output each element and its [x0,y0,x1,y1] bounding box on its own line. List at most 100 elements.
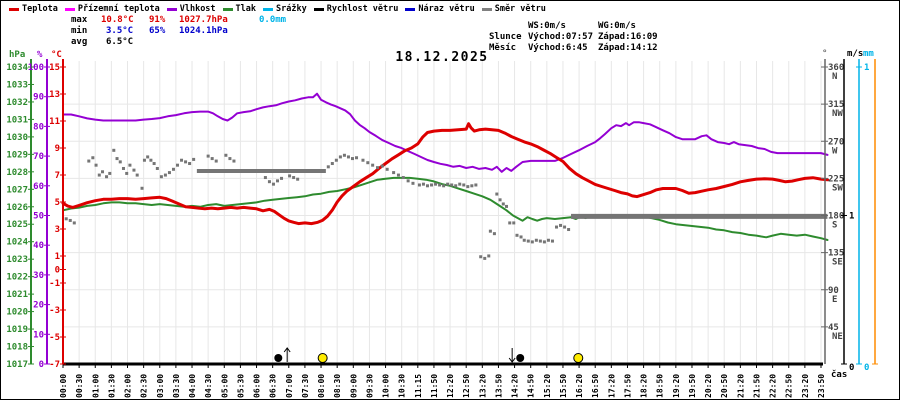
grid [63,61,822,364]
svg-text:19:20: 19:20 [672,374,681,398]
svg-text:06:30: 06:30 [269,374,278,398]
svg-text:360: 360 [828,63,844,73]
legend-color-dash [313,7,324,11]
svg-text:08:00: 08:00 [317,374,326,398]
svg-text:-7: -7 [49,360,60,370]
svg-text:18:20: 18:20 [640,374,649,398]
svg-text:12:20: 12:20 [446,374,455,398]
svg-text:-5: -5 [49,333,60,343]
stat-avg-label: avg [71,37,88,47]
svg-text:1: 1 [849,212,854,222]
svg-text:270: 270 [828,137,844,147]
svg-text:0: 0 [39,360,44,370]
svg-text:čas: čas [831,369,847,380]
svg-text:10: 10 [33,330,44,340]
series-temperature [61,122,829,226]
sun-rise-icon [317,353,328,363]
wind-speed-current: WS:0m/s [528,21,566,31]
svg-text:100: 100 [28,63,44,73]
svg-text:1: 1 [864,63,869,73]
svg-text:NW: NW [832,109,843,119]
svg-text:17:20: 17:20 [607,374,616,398]
svg-text:23:50: 23:50 [817,374,826,398]
legend-item-7: Směr větru [481,4,546,14]
svg-text:60: 60 [33,182,44,192]
svg-text:mm: mm [863,49,874,59]
svg-text:22:20: 22:20 [769,374,778,398]
svg-text:1019: 1019 [6,325,28,335]
svg-text:40: 40 [33,241,44,251]
legend-color-dash [166,7,177,11]
svg-text:1033: 1033 [6,80,28,90]
svg-text:1: 1 [55,252,60,262]
svg-text:1030: 1030 [6,133,28,143]
stat-avg-temperature: 6.5°C [106,37,134,47]
svg-text:03:30: 03:30 [172,374,181,398]
stat-max-pressure: 1027.7hPa [179,15,228,25]
svg-text:135: 135 [828,249,844,259]
svg-text:90: 90 [828,286,839,296]
svg-text:15:20: 15:20 [543,374,552,398]
svg-text:1029: 1029 [6,150,28,160]
svg-text:22:50: 22:50 [785,374,794,398]
axis-precipitation: mm 1 0 [856,49,874,373]
svg-text:0: 0 [864,363,869,373]
svg-text:11:50: 11:50 [430,374,439,398]
svg-text:30: 30 [33,271,44,281]
svg-text:19:50: 19:50 [688,374,697,398]
svg-text:45: 45 [828,323,839,333]
svg-text:09:00: 09:00 [349,374,358,398]
time-labels: 00:00 00:30 01:00 01:30 02:00 02:30 03:00 03:30… [59,369,847,398]
legend-item-0: Teplota [9,4,58,14]
svg-text:03:00: 03:00 [156,374,165,398]
moon-label: Měsíc [489,43,517,53]
svg-text:1017: 1017 [6,360,28,370]
svg-text:00:00: 00:00 [59,374,68,398]
svg-text:20:50: 20:50 [720,374,729,398]
svg-text:50: 50 [33,212,44,222]
svg-text:E: E [832,295,837,305]
svg-text:80: 80 [33,122,44,132]
series-humidity [62,92,829,173]
svg-text:°C: °C [51,50,62,60]
svg-text:02:00: 02:00 [124,374,133,398]
svg-text:17:50: 17:50 [623,374,632,398]
legend-color-dash [263,7,274,11]
svg-text:00:30: 00:30 [75,374,84,398]
svg-text:m/s: m/s [847,49,863,59]
svg-text:13:20: 13:20 [478,374,487,398]
stat-precip-total: 0.0mm [259,15,287,25]
svg-text:W: W [832,146,838,156]
svg-text:1025: 1025 [6,220,28,230]
wind-gust-current: WG:0m/s [598,21,636,31]
svg-text:20:20: 20:20 [704,374,713,398]
svg-text:S: S [832,221,837,231]
svg-text:18:50: 18:50 [656,374,665,398]
svg-text:7: 7 [55,171,60,181]
legend-label: Přízemní teplota [77,4,160,14]
svg-text:1021: 1021 [6,290,28,300]
svg-text:06:00: 06:00 [253,374,262,398]
svg-text:15: 15 [49,63,60,73]
legend-item-2: Vlhkost [166,4,216,14]
svg-text:21:50: 21:50 [752,374,761,398]
legend-item-1: Přízemní teplota [64,4,160,14]
legend-color-dash [64,7,75,11]
series-pressure [62,176,829,241]
legend-label: Srážky [276,4,307,14]
svg-text:9: 9 [55,144,60,154]
svg-text:1018: 1018 [6,343,28,353]
stat-max-humidity: 91% [149,15,166,25]
astro-markers [274,347,584,363]
svg-text:1023: 1023 [6,255,28,265]
svg-text:05:00: 05:00 [220,374,229,398]
svg-text:90: 90 [33,93,44,103]
svg-text:04:00: 04:00 [188,374,197,398]
svg-text:1027: 1027 [6,185,28,195]
svg-text:08:30: 08:30 [333,374,342,398]
moonrise-time: Východ:6:45 [528,43,588,53]
svg-text:180: 180 [828,212,844,222]
